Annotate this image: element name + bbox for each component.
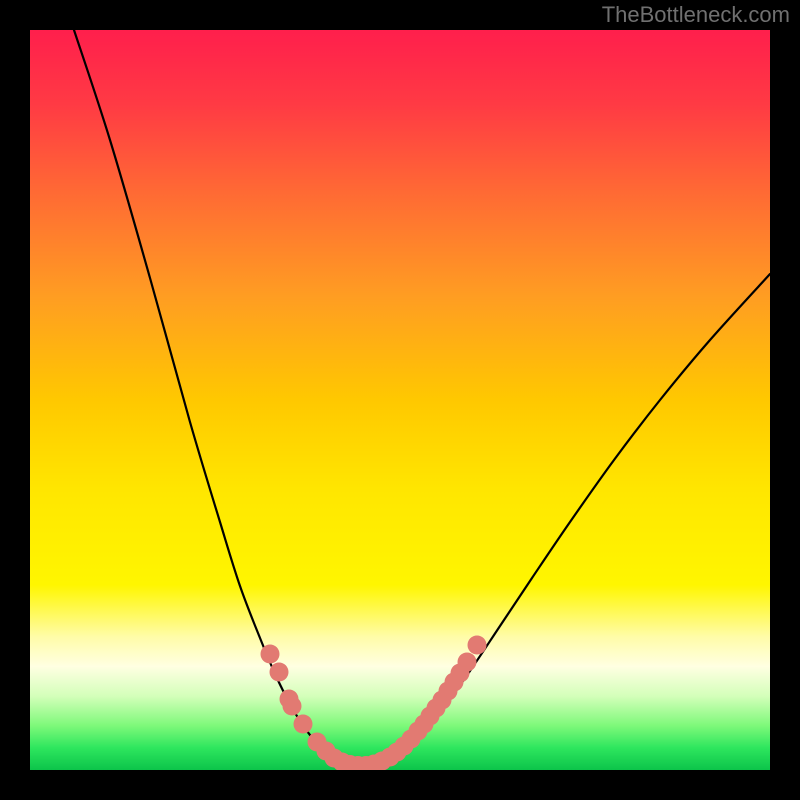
plot-area [30, 30, 770, 770]
marker-point [468, 636, 487, 655]
marker-point [294, 715, 313, 734]
marker-point [458, 653, 477, 672]
chart-frame: TheBottleneck.com [0, 0, 800, 800]
chart-svg [30, 30, 770, 770]
marker-point [270, 663, 289, 682]
marker-point [261, 645, 280, 664]
watermark-text: TheBottleneck.com [602, 2, 790, 28]
marker-point [283, 697, 302, 716]
